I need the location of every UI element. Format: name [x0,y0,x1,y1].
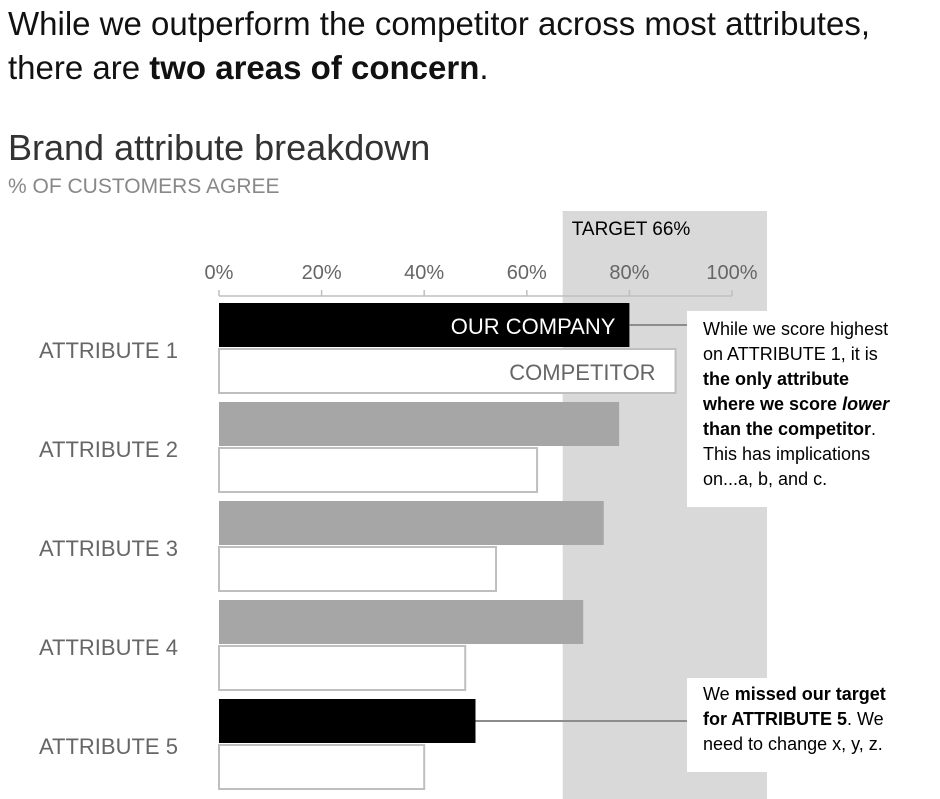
bar-competitor [218,546,498,592]
note-5-bold-2: for ATTRIBUTE 5 [703,709,847,729]
bar-competitor [218,348,677,394]
bar-our-company [219,501,604,545]
bar-competitor [218,447,539,493]
note-5-after: . We [847,709,884,729]
chart-title: Brand attribute breakdown [8,127,431,168]
bar-our-company [219,402,620,446]
bar-our-company [219,303,630,347]
note-1-bold-2a: where we score [703,394,843,414]
headline: While we outperform the competitor acros… [8,2,928,90]
bar-competitor [218,645,467,691]
headline-text: While we outperform the competitor acros… [8,5,870,86]
x-tick-label: 40% [404,262,444,284]
x-tick-label: 100% [706,262,757,284]
note-5-pre: We [703,684,735,704]
headline-period: . [479,49,489,86]
category-label: ATTRIBUTE 3 [39,536,178,561]
note-attribute-5: We missed our target for ATTRIBUTE 5. We… [687,678,937,772]
category-label: ATTRIBUTE 2 [39,437,178,462]
bar-our-company [219,699,476,743]
note-1-line-7: on...a, b, and c. [703,469,828,489]
note-attribute-1: While we score highest on ATTRIBUTE 1, i… [687,311,937,507]
category-label: ATTRIBUTE 1 [39,338,178,363]
bar-our-company [219,600,584,644]
bar-competitor [218,744,426,790]
note-1-emphasis: lower [842,394,890,414]
x-tick-label: 80% [609,262,649,284]
x-tick-label: 20% [302,262,342,284]
category-label: ATTRIBUTE 5 [39,734,178,759]
x-tick-label: 0% [205,262,234,284]
headline-emphasis: two areas of concern [149,49,480,86]
note-1-bold-2: where we score lower [703,394,889,414]
x-tick-label: 60% [507,262,547,284]
note-1-bold-3: than the competitor [703,419,872,439]
chart-subtitle: % OF CUSTOMERS AGREE [8,175,280,198]
target-label: TARGET 66% [572,219,691,240]
note-1-line-6: This has implications [703,444,871,464]
note-1-line-1: While we score highest [703,319,889,339]
note-1-line-2: on ATTRIBUTE 1, it is [703,344,878,364]
note-1-bold-1: the only attribute [703,369,850,389]
legend-our-company: OUR COMPANY [451,314,616,339]
note-5-bold-1: missed our target [734,684,886,704]
note-5-line-3: need to change x, y, z. [703,734,883,754]
legend-competitor: COMPETITOR [509,360,655,385]
category-label: ATTRIBUTE 4 [39,635,178,660]
note-1-period: . [871,419,877,439]
